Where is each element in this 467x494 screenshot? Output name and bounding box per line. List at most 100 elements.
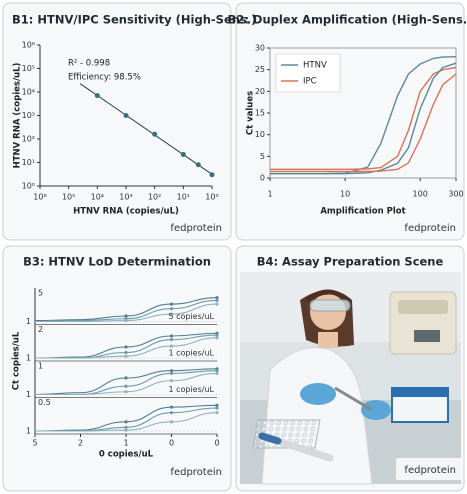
data-point <box>124 428 128 432</box>
scene-title: B4: Assay Preparation Scene <box>257 255 444 269</box>
x-tick-label: 1 <box>267 190 272 199</box>
footer: fedprotein <box>170 467 222 478</box>
subplot-label: 1 <box>38 362 43 371</box>
panel-b3 <box>2 245 232 492</box>
chart-title: B1: HTNV/IPC Sensitivity (High-Sens.) <box>12 13 256 27</box>
data-point <box>124 318 128 323</box>
annotation: 5 copies/uL <box>168 312 214 321</box>
data-point <box>124 345 128 349</box>
footer: fedprotein <box>404 465 456 476</box>
x-tick-label: 100 <box>413 190 428 199</box>
data-point <box>169 312 174 316</box>
x-tick-label: 0 <box>169 439 174 448</box>
y-tick-label: 10¹ <box>22 158 35 167</box>
data-point <box>180 151 186 157</box>
data-point <box>215 403 219 407</box>
data-point <box>124 350 128 355</box>
data-point <box>215 371 219 376</box>
x-tick-label: 10¹ <box>177 193 190 202</box>
y-tick-label: 10⁵ <box>22 64 35 73</box>
data-point <box>215 296 219 300</box>
data-point <box>215 411 219 415</box>
y-tick-label: 1 <box>26 317 31 326</box>
data-point <box>215 333 219 337</box>
subplot-label: 2 <box>38 325 43 334</box>
data-point <box>215 406 219 410</box>
data-point <box>169 379 174 383</box>
x-tick-label: 10⁵ <box>62 193 75 202</box>
annotation: 1 copies/uL <box>168 349 214 358</box>
data-point <box>215 302 219 306</box>
x-axis-label: HTNV RNA (copies/uL) <box>73 207 179 217</box>
data-point <box>124 390 128 394</box>
y-tick-label: 20 <box>255 87 265 96</box>
data-line <box>270 62 457 175</box>
data-point <box>124 354 128 358</box>
data-point <box>124 420 128 424</box>
y-tick-label: 5 <box>260 152 265 161</box>
y-tick-label: 30 <box>255 44 265 53</box>
annotation: 1 copies/uL <box>168 385 214 394</box>
data-point <box>169 344 174 348</box>
data-point <box>94 93 100 99</box>
x-tick-label: 10 <box>340 190 350 199</box>
data-point <box>169 411 174 415</box>
y-tick-label: 1 <box>26 427 31 436</box>
data-point <box>169 307 174 311</box>
subplot-label: 5 <box>38 289 43 298</box>
y-tick-label: 15 <box>255 109 265 118</box>
x-axis-label: Amplification Plot <box>320 207 405 217</box>
y-axis-label: HTNV RNA (copies/uL) <box>13 62 23 168</box>
y-tick-label: 25 <box>255 65 265 74</box>
data-point <box>169 369 174 373</box>
data-point <box>215 369 219 373</box>
scene-illustration <box>240 272 462 485</box>
x-tick-label: 1 <box>123 439 128 448</box>
x-tick-label: 0 <box>214 439 219 448</box>
data-point <box>169 334 174 338</box>
footer: fedprotein <box>170 223 222 234</box>
y-tick-label: 1 <box>26 354 31 363</box>
data-point <box>215 298 219 303</box>
x-tick-label: 5 <box>32 439 37 448</box>
data-line <box>270 73 457 173</box>
y-tick-label: 10³ <box>22 111 35 120</box>
y-tick-label: 10 <box>255 130 265 139</box>
x-tick-label: 10⁴ <box>91 193 104 202</box>
data-point <box>195 162 201 168</box>
subplot-label: 0.5 <box>38 398 51 407</box>
data-point <box>169 371 174 376</box>
chart-title: B3: HTNV LoD Determination <box>23 255 211 269</box>
x-tick-label: 10⁶ <box>33 193 46 202</box>
x-tick-label: 300 <box>448 190 463 199</box>
y-tick-label: 10² <box>22 135 35 144</box>
chart-title: B2: Duplex Amplification (High-Sens.) <box>228 13 467 27</box>
legend-box <box>275 53 341 93</box>
x-tick-label: 10⁰ <box>205 193 218 202</box>
data-point <box>152 131 158 137</box>
data-line <box>270 66 457 170</box>
x-tick-label: 10³ <box>119 193 132 202</box>
x-tick-label: 10² <box>148 193 161 202</box>
footer: fedprotein <box>404 223 456 234</box>
data-point <box>169 420 174 424</box>
panel-b1 <box>2 2 232 241</box>
data-point <box>169 302 174 306</box>
y-tick-label: 10⁶ <box>22 41 35 50</box>
data-point <box>209 172 215 178</box>
x-tick-label: 2 <box>78 439 83 448</box>
data-point <box>169 338 174 342</box>
y-tick-label: 10⁴ <box>22 88 35 97</box>
legend-label: IPC <box>303 77 317 87</box>
y-tick-label: 0 <box>260 174 265 183</box>
data-point <box>123 113 129 118</box>
y-axis-label: Ct copies/uL <box>12 331 22 390</box>
data-point <box>169 405 174 409</box>
y-tick-label: 1 <box>26 390 31 399</box>
data-point <box>215 336 219 340</box>
y-tick-label: 10⁰ <box>22 182 35 191</box>
y-axis-label: Ct values <box>246 91 256 135</box>
legend-label: HTNV <box>303 61 327 71</box>
data-point <box>124 376 128 380</box>
